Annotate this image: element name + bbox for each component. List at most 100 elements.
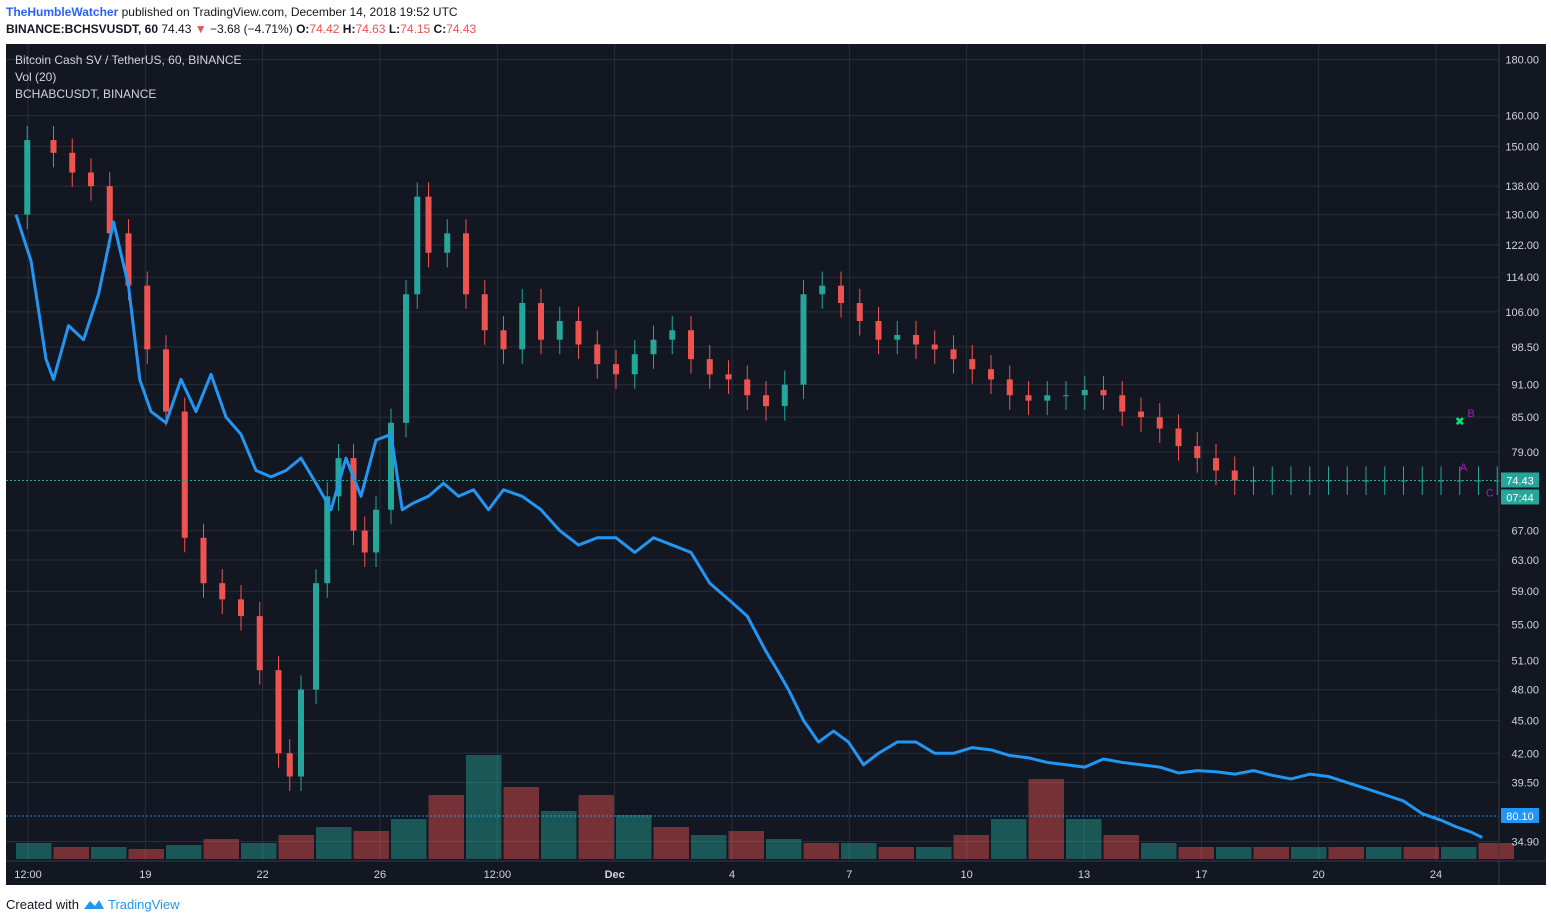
y-tick-label: 42.00 [1511, 748, 1539, 760]
high-value: 74.63 [355, 22, 386, 36]
candle-body [538, 303, 544, 340]
tradingview-logo-icon [83, 900, 104, 909]
price-chart[interactable]: B A C ✖ 180.00 160.00 150.00 138.00 130.00 122.0… [6, 44, 1546, 885]
candle-body [631, 354, 638, 375]
volume-bar [728, 831, 764, 859]
wave-label: A [1460, 462, 1468, 474]
y-tick-label: 98.50 [1511, 342, 1539, 354]
candle-body [706, 359, 713, 375]
candle-body [425, 196, 432, 253]
candle-body [1213, 458, 1219, 471]
candle-body [163, 349, 169, 412]
y-tick-label: 59.00 [1511, 586, 1539, 598]
candle-body [200, 537, 207, 584]
candle-body [1138, 411, 1144, 418]
symbol-name[interactable]: BINANCE:BCHSVUSDT, 60 [6, 22, 159, 36]
candle-body [800, 294, 807, 385]
author-link[interactable]: TheHumbleWatcher [6, 5, 119, 19]
candle-body [613, 364, 619, 375]
volume-bar [1141, 843, 1177, 859]
volume-bar [91, 847, 127, 859]
candle-body [725, 374, 732, 380]
candle-body [1156, 417, 1163, 429]
candle-body [24, 140, 31, 215]
compare-last-label-bg [1501, 808, 1539, 823]
candle-body [575, 320, 582, 345]
x-tick-label: 12:00 [14, 869, 42, 881]
candle-body [361, 530, 368, 553]
candle-body [1175, 428, 1182, 447]
publish-line: TheHumbleWatcher published on TradingVie… [6, 5, 458, 19]
volume-bar [878, 847, 914, 859]
high-label: H: [342, 22, 356, 36]
y-tick-label: 122.00 [1505, 240, 1539, 252]
y-tick-label: 34.90 [1511, 837, 1539, 849]
volume-bar [916, 847, 952, 859]
y-tick-label: 160.00 [1505, 111, 1539, 123]
candle-body [69, 152, 76, 173]
candle-body [744, 379, 751, 396]
chart-header: TheHumbleWatcher published on TradingVie… [0, 0, 1551, 44]
publish-info: published on TradingView.com, December 1… [121, 5, 458, 19]
compare-last-label: 80.10 [1506, 811, 1534, 823]
candle-body [88, 172, 94, 187]
main-series-title[interactable]: Bitcoin Cash SV / TetherUS, 60, BINANCE [15, 53, 242, 67]
price-change: −3.68 (−4.71%) [209, 22, 293, 36]
chart-grid [6, 44, 1499, 861]
wave-label: C [1486, 487, 1494, 499]
close-label: C: [433, 22, 447, 36]
candle-body [388, 422, 394, 510]
candles [24, 125, 1501, 792]
x-tick-label: 7 [846, 869, 852, 881]
candle-body [1306, 480, 1313, 482]
tradingview-brand[interactable]: TradingView [108, 897, 180, 912]
x-tick-label: 17 [1195, 869, 1207, 881]
candle-body [669, 330, 676, 340]
volume-bar [428, 795, 464, 859]
chart-legend: Bitcoin Cash SV / TetherUS, 60, BINANCE … [15, 52, 242, 103]
candle-body [414, 196, 421, 295]
candle-body [181, 411, 188, 538]
candle-body [481, 294, 488, 331]
compare-series-title[interactable]: BCHABCUSDT, BINANCE [15, 87, 157, 101]
candle-body [298, 689, 304, 777]
candle-body [1063, 395, 1069, 397]
candle-body [1269, 480, 1276, 482]
y-tick-label: 63.00 [1511, 555, 1539, 567]
candle-body [403, 294, 409, 423]
cross-marker: ✖ [1455, 415, 1465, 429]
candle-body [969, 359, 976, 370]
candle-body [1250, 480, 1257, 482]
candle-body [256, 616, 263, 671]
candle-body [913, 334, 919, 345]
candle-body [238, 599, 244, 617]
candle-body [875, 320, 882, 340]
last-price: 74.43 [161, 22, 192, 36]
volume-bar [578, 795, 614, 859]
candle-body [1081, 389, 1088, 396]
volume-bar [803, 843, 839, 859]
candle-body [594, 344, 601, 365]
countdown-label-bg [1501, 489, 1539, 505]
wave-annotations: B A C ✖ [1455, 408, 1494, 499]
chart-area[interactable]: B A C ✖ 180.00 160.00 150.00 138.00 130.00 122.0… [6, 44, 1546, 885]
x-tick-label: 19 [139, 869, 151, 881]
y-tick-label: 79.00 [1511, 447, 1539, 459]
x-tick-label: 20 [1313, 869, 1325, 881]
candle-body [350, 458, 357, 531]
volume-bar [1291, 847, 1327, 859]
volume-bar [991, 819, 1027, 859]
close-value: 74.43 [446, 22, 477, 36]
candle-body [1006, 379, 1013, 396]
low-value: 74.15 [400, 22, 431, 36]
last-price-label-bg [1501, 472, 1539, 488]
candle-body [781, 384, 788, 407]
y-tick-label: 114.00 [1506, 272, 1539, 284]
y-tick-label: 55.00 [1511, 620, 1539, 632]
x-tick-label: 10 [961, 869, 973, 881]
y-tick-label: 138.00 [1505, 181, 1539, 193]
volume-title[interactable]: Vol (20) [15, 70, 57, 84]
volume-bar [503, 787, 539, 859]
candle-body [1119, 395, 1126, 412]
candle-body [144, 285, 151, 350]
